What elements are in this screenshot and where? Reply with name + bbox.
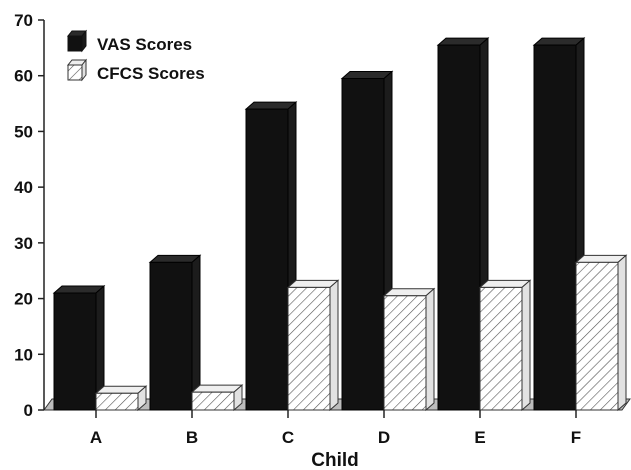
bar-front-face bbox=[437, 44, 481, 411]
bars bbox=[52, 36, 628, 412]
legend-label-vas: VAS Scores bbox=[97, 35, 192, 54]
bar-vas-F bbox=[532, 36, 586, 412]
bar-cfcs-C bbox=[286, 279, 340, 412]
x-tick-label: F bbox=[571, 428, 581, 447]
y-tick-label: 40 bbox=[14, 178, 33, 197]
bar-front-face bbox=[287, 286, 331, 411]
x-tick-label: A bbox=[90, 428, 102, 447]
bar-side-face bbox=[617, 254, 627, 412]
bar-front-face bbox=[341, 78, 385, 411]
y-tick-label: 60 bbox=[14, 67, 33, 86]
bar-vas-E bbox=[436, 36, 490, 412]
y-tick-label: 50 bbox=[14, 122, 33, 141]
bar-cfcs-F bbox=[574, 254, 628, 412]
bar-side-face bbox=[521, 279, 531, 412]
y-tick-label: 20 bbox=[14, 290, 33, 309]
bar-front-face bbox=[191, 391, 235, 411]
bar-cfcs-E bbox=[478, 279, 532, 412]
x-axis-label: Child bbox=[311, 450, 359, 470]
legend-swatch-vas bbox=[67, 35, 83, 52]
bar-front-face bbox=[533, 44, 577, 411]
y-tick-label: 70 bbox=[14, 11, 33, 30]
bar-front-face bbox=[575, 261, 619, 411]
bar-front-face bbox=[95, 392, 139, 411]
bar-vas-A bbox=[52, 284, 106, 412]
bar-cfcs-B bbox=[190, 384, 244, 412]
legend-item-cfcs: CFCS Scores bbox=[66, 58, 205, 83]
bar-vas-B bbox=[148, 254, 202, 412]
bar-cfcs-D bbox=[382, 287, 436, 412]
legend-swatch-cfcs bbox=[67, 64, 83, 81]
bar-side-face bbox=[425, 287, 435, 412]
x-tick-label: E bbox=[474, 428, 485, 447]
x-tick-label: C bbox=[282, 428, 294, 447]
bar-front-face bbox=[53, 292, 97, 411]
x-tick-label: B bbox=[186, 428, 198, 447]
y-axis-ticks: 0 10 20 30 40 50 60 70 bbox=[14, 11, 44, 420]
y-tick-label: 0 bbox=[24, 401, 33, 420]
x-tick-label: D bbox=[378, 428, 390, 447]
x-axis-ticks: A B C D E F bbox=[90, 410, 581, 447]
bar-front-face bbox=[245, 108, 289, 411]
bar-front-face bbox=[149, 261, 193, 411]
bar-front-face bbox=[383, 295, 427, 411]
bar-front-face bbox=[479, 286, 523, 411]
y-tick-label: 30 bbox=[14, 234, 33, 253]
legend-label-cfcs: CFCS Scores bbox=[97, 64, 205, 83]
legend-item-vas: VAS Scores bbox=[66, 29, 192, 54]
bar-side-face bbox=[329, 279, 339, 412]
y-tick-label: 10 bbox=[14, 345, 33, 364]
bar-cfcs-A bbox=[94, 385, 148, 412]
legend: VAS Scores CFCS Scores bbox=[66, 29, 205, 83]
